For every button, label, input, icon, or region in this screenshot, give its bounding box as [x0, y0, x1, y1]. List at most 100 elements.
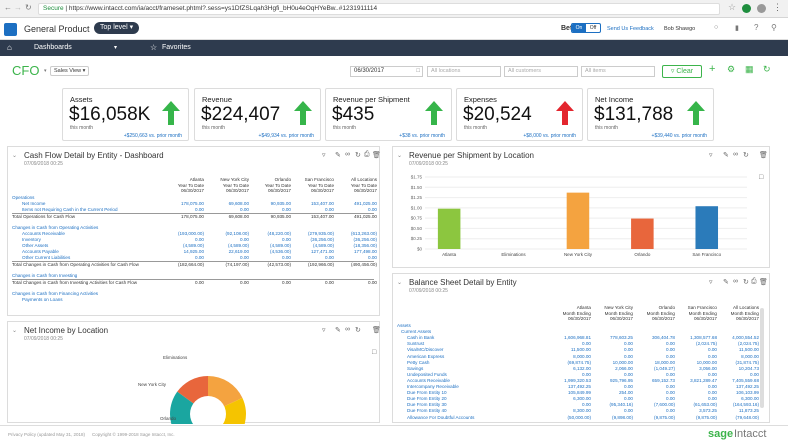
row-label[interactable]: Intercompany Receivable: [407, 384, 459, 389]
chevron-down-icon[interactable]: ▾: [44, 68, 47, 74]
row-label[interactable]: Accounts Receivable: [407, 377, 450, 383]
add-icon[interactable]: +: [709, 63, 716, 75]
print-icon[interactable]: ⎙: [751, 278, 757, 285]
column-header: 06/30/2017: [268, 188, 291, 193]
gear-icon[interactable]: ⚙: [727, 64, 736, 74]
collapse-icon[interactable]: ⌄: [397, 280, 403, 286]
link-icon[interactable]: ∞: [345, 151, 350, 158]
delete-icon[interactable]: 🗑: [372, 327, 381, 334]
layout-icon[interactable]: ▦: [745, 64, 754, 74]
refresh-icon[interactable]: ↻: [743, 152, 749, 159]
collapse-icon[interactable]: ⌄: [397, 153, 403, 159]
refresh-icon[interactable]: ↻: [355, 152, 361, 159]
help-icon[interactable]: ?: [754, 23, 759, 32]
user-name[interactable]: Bob Shawgo: [664, 26, 696, 32]
refresh-icon[interactable]: ↻: [763, 64, 771, 74]
row-label[interactable]: Allowance For Doubtful Accounts: [407, 414, 475, 420]
chat-icon[interactable]: ○: [714, 24, 719, 31]
row-label[interactable]: Accounts Receivable: [22, 231, 65, 236]
kpi-subtitle: this month: [464, 125, 488, 131]
cell-value: 491,025.00: [354, 201, 377, 206]
nav-favorites[interactable]: Favorites: [162, 44, 191, 51]
row-label[interactable]: Savings: [407, 365, 424, 371]
row-label[interactable]: Due From Entity 30: [407, 402, 447, 408]
row-label[interactable]: Suntrust: [407, 341, 425, 347]
edit-icon[interactable]: ✎: [335, 152, 341, 159]
row-label[interactable]: Inventory: [22, 237, 41, 242]
clear-button[interactable]: ▿ Clear: [662, 65, 702, 78]
scrollbar[interactable]: [760, 308, 764, 408]
back-icon[interactable]: ←: [4, 3, 12, 12]
home-icon[interactable]: ⌂: [7, 43, 12, 52]
filter-icon[interactable]: ▿: [709, 279, 713, 286]
link-icon[interactable]: ∞: [733, 278, 738, 285]
edit-icon[interactable]: ✎: [723, 279, 729, 286]
kpi-card[interactable]: Revenue $224,407 this month +$49,934 vs. pr…: [194, 88, 321, 141]
print-icon[interactable]: ⎙: [364, 151, 370, 158]
row-label[interactable]: Payments on Loans: [22, 297, 63, 302]
menu-icon[interactable]: ⋮: [773, 2, 782, 12]
filter-icon[interactable]: ▿: [709, 152, 713, 159]
item-filter[interactable]: All items: [581, 66, 655, 77]
edit-icon[interactable]: ✎: [335, 327, 341, 334]
chevron-down-icon[interactable]: ▾: [114, 45, 118, 51]
bar[interactable]: [437, 208, 461, 249]
row-label[interactable]: Due From Entity 20: [407, 396, 447, 402]
link-icon[interactable]: ∞: [345, 326, 350, 333]
row-label[interactable]: Due From Entity 10: [407, 390, 447, 396]
date-field[interactable]: 06/30/2017 □: [350, 66, 423, 77]
row-label[interactable]: Accounts Payable: [22, 249, 59, 254]
profile-icon[interactable]: [757, 4, 766, 13]
beta-ui-toggle[interactable]: On Off: [571, 23, 601, 33]
feedback-link[interactable]: Send Us Feedback: [607, 26, 654, 32]
privacy-link[interactable]: Privacy Policy (updated May 31, 2018): [8, 432, 86, 437]
cell-value: 11,873.25: [738, 408, 759, 414]
expand-icon[interactable]: □: [372, 349, 377, 356]
row-label[interactable]: Cash in Bank: [407, 335, 435, 341]
refresh-icon[interactable]: ↻: [355, 327, 361, 334]
delete-icon[interactable]: 🗑: [759, 279, 768, 286]
reload-icon[interactable]: ↻: [25, 3, 32, 12]
extension-icon[interactable]: [742, 4, 751, 13]
forward-icon[interactable]: →: [14, 3, 22, 12]
filter-icon[interactable]: ▿: [322, 152, 326, 159]
column-header: 06/30/2017: [226, 188, 249, 193]
row-label[interactable]: Other Current Liabilities: [22, 255, 71, 260]
bookmark-icon[interactable]: ▮: [735, 25, 739, 32]
nav-dashboards[interactable]: Dashboards: [34, 44, 72, 51]
row-label[interactable]: Due From Entity 40: [407, 408, 447, 414]
cell-value: (50,000.00): [567, 414, 592, 420]
search-icon[interactable]: ⚲: [771, 23, 777, 32]
cell-value: 0.00: [708, 371, 717, 377]
kpi-card[interactable]: Net Income $131,788 this month +$39,440 vs.…: [587, 88, 714, 141]
kpi-card[interactable]: Revenue per Shipment $435 this month +$38 v…: [325, 88, 452, 141]
row-label[interactable]: Items not Requiring Cash in the Current …: [22, 207, 118, 212]
row-label[interactable]: Other Assets: [22, 243, 49, 248]
delete-icon[interactable]: 🗑: [372, 152, 381, 159]
row-label[interactable]: Net Income: [22, 201, 46, 206]
cell-value: 0.00: [624, 341, 633, 347]
address-bar[interactable]: Secure | https://www.intacct.com/ia/acct…: [38, 3, 720, 15]
row-label[interactable]: Visa/MC/Discover: [407, 347, 444, 353]
filter-icon[interactable]: ▿: [322, 327, 326, 334]
bar[interactable]: [631, 218, 654, 249]
bar[interactable]: [695, 206, 719, 249]
customer-filter[interactable]: All customers: [504, 66, 578, 77]
collapse-icon[interactable]: ⌄: [12, 328, 18, 334]
kpi-card[interactable]: Expenses $20,524 this month +$8,000 vs. pri…: [456, 88, 583, 141]
refresh-icon[interactable]: ↻: [743, 279, 749, 286]
bookmark-star-icon[interactable]: ☆: [728, 2, 737, 12]
edit-icon[interactable]: ✎: [723, 152, 729, 159]
row-label[interactable]: Undeposited Funds: [407, 371, 447, 377]
expand-icon[interactable]: □: [759, 174, 764, 181]
location-filter[interactable]: All locations: [427, 66, 501, 77]
link-icon[interactable]: ∞: [733, 151, 738, 158]
row-label[interactable]: Petty Cash: [407, 359, 430, 365]
row-label[interactable]: American Express: [407, 353, 445, 359]
delete-icon[interactable]: 🗑: [759, 152, 768, 159]
collapse-icon[interactable]: ⌄: [12, 153, 18, 159]
kpi-card[interactable]: Assets $16,058K this month +$250,663 vs. pr…: [62, 88, 189, 141]
view-selector[interactable]: Sales View ▾: [50, 66, 90, 76]
entity-selector[interactable]: Top level ▾: [94, 22, 140, 34]
bar[interactable]: [566, 192, 590, 249]
